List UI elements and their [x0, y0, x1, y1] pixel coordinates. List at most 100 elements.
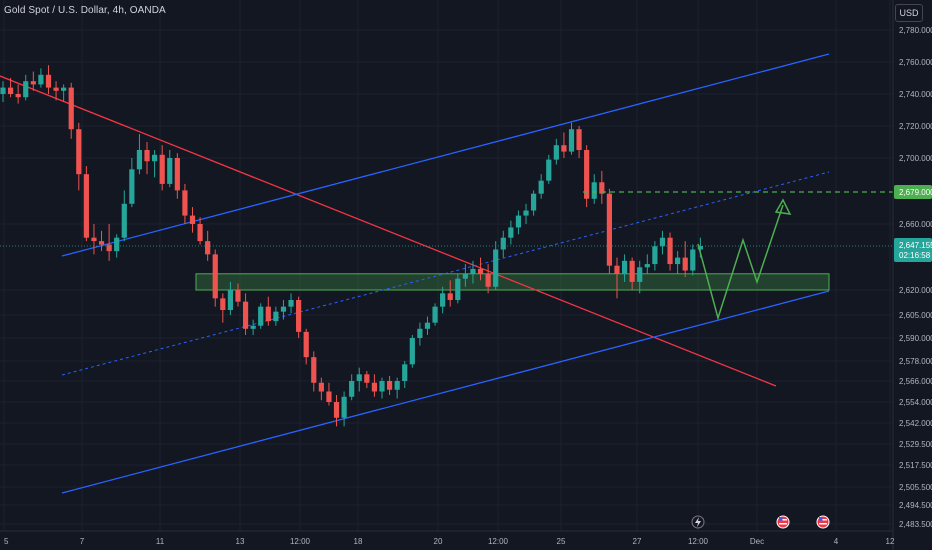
candle — [83, 166, 89, 242]
candle — [7, 78, 14, 98]
price-tick-label: 2,700.000 — [899, 154, 932, 163]
candle — [682, 241, 688, 278]
candle — [220, 293, 226, 323]
trendlines[interactable] — [0, 53, 830, 494]
candle — [197, 217, 203, 245]
candle — [349, 374, 355, 401]
candle — [409, 334, 415, 368]
candle — [599, 170, 605, 204]
target-price-tag: 2,679.000 — [894, 185, 932, 199]
candle — [493, 241, 499, 290]
time-tick-label: 12 — [886, 537, 895, 546]
candle — [144, 142, 150, 175]
candle — [379, 377, 385, 399]
candle — [242, 293, 249, 335]
price-tick-label: 2,720.000 — [899, 122, 932, 131]
candle — [455, 273, 461, 304]
candle — [462, 264, 468, 287]
projected-path[interactable] — [0, 191, 893, 321]
candlesticks — [0, 65, 703, 427]
candle — [364, 371, 370, 388]
candle — [447, 280, 453, 307]
candle — [538, 174, 544, 199]
candle — [45, 65, 52, 94]
candle — [417, 322, 423, 346]
support-zone-rect[interactable] — [195, 273, 830, 291]
candle — [61, 84, 67, 102]
time-tick-label: 5 — [4, 537, 9, 546]
candle — [303, 328, 309, 365]
candle — [227, 281, 233, 315]
us-flag-event-icon[interactable] — [816, 515, 830, 529]
candle — [523, 203, 529, 224]
candle — [167, 150, 173, 188]
candle — [568, 122, 575, 155]
time-tick-label: 11 — [156, 537, 165, 546]
candle — [311, 351, 317, 392]
candle — [606, 188, 612, 274]
countdown-label: 02:16:58 — [899, 251, 931, 260]
candle — [136, 134, 143, 175]
price-tick-label: 2,483.500 — [899, 520, 932, 529]
lightning-event-icon[interactable] — [691, 515, 705, 529]
channel-lower-line[interactable] — [61, 290, 830, 494]
price-tick-label: 2,605.000 — [899, 311, 932, 320]
time-tick-label: 12:00 — [290, 537, 311, 546]
support-zone — [195, 273, 830, 291]
time-tick-label: Dec — [750, 537, 764, 546]
candle — [333, 395, 340, 427]
candle — [114, 234, 120, 258]
candle — [591, 174, 597, 204]
channel-upper-line[interactable] — [61, 53, 830, 257]
us-flag-event-icon[interactable] — [776, 515, 790, 529]
price-axis[interactable]: 2,780.000 2,760.000 2,740.000 2,720.000 2,70… — [899, 26, 932, 529]
price-tick-label: 2,780.000 — [899, 26, 932, 35]
candle — [98, 230, 105, 252]
price-tick-label: 2,660.000 — [899, 220, 932, 229]
candle — [485, 264, 491, 294]
candle — [182, 183, 188, 224]
candle — [614, 257, 620, 299]
time-tick-label: 7 — [80, 537, 85, 546]
candle — [515, 210, 522, 235]
candle — [68, 82, 74, 139]
candle — [250, 319, 256, 335]
price-tick-label: 2,494.500 — [899, 501, 932, 510]
candle — [129, 158, 135, 208]
candle — [326, 382, 332, 406]
candle — [432, 303, 438, 326]
candle — [189, 207, 196, 233]
event-markers[interactable] — [691, 515, 830, 529]
time-tick-label: 18 — [354, 537, 363, 546]
currency-button[interactable]: USD — [895, 4, 923, 22]
candle — [637, 260, 643, 294]
current-price-label: 2,647.155 — [899, 241, 932, 250]
channel-midline[interactable] — [61, 171, 830, 376]
price-tick-label: 2,760.000 — [899, 58, 932, 67]
symbol-title[interactable]: Gold Spot / U.S. Dollar, 4h, OANDA — [4, 5, 166, 16]
candle — [288, 293, 294, 314]
candle — [690, 244, 696, 276]
candle — [584, 145, 590, 208]
time-axis[interactable]: 5 7 11 13 12:00 18 20 12:00 25 27 12:00 Dec 4 12 — [4, 537, 895, 546]
price-tick-label: 2,529.500 — [899, 440, 932, 449]
candle — [667, 232, 673, 271]
descending-trendline[interactable] — [0, 75, 777, 387]
projected-path-line[interactable] — [697, 204, 784, 321]
candle — [659, 230, 666, 255]
candle — [280, 300, 287, 320]
price-tick-label: 2,590.000 — [899, 334, 932, 343]
candle — [38, 68, 44, 88]
candle — [121, 190, 127, 242]
time-tick-label: 12:00 — [688, 537, 709, 546]
candle — [561, 132, 567, 158]
candle — [106, 224, 112, 261]
price-tick-label: 2,505.500 — [899, 483, 932, 492]
time-tick-label: 27 — [633, 537, 642, 546]
candle — [174, 153, 180, 199]
candle — [621, 254, 628, 282]
time-tick-label: 20 — [434, 537, 443, 546]
candle — [30, 71, 36, 91]
